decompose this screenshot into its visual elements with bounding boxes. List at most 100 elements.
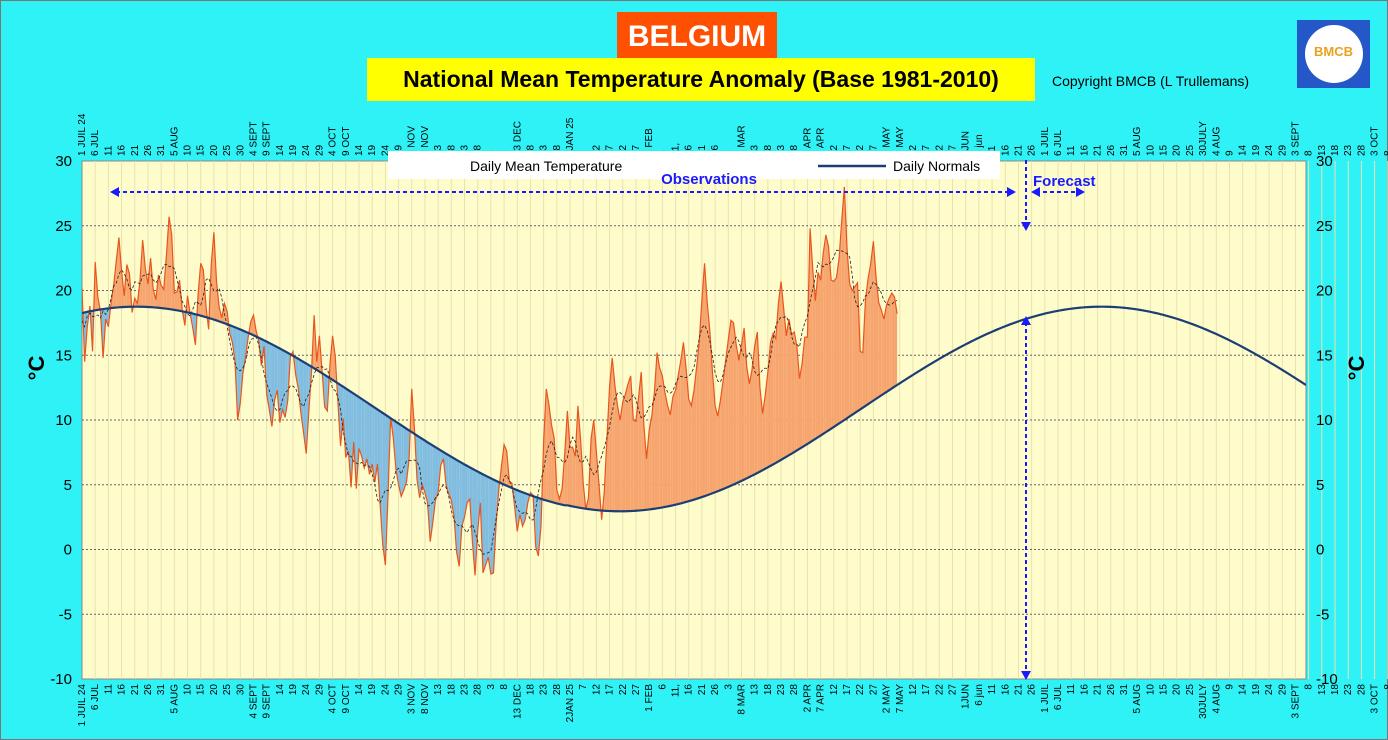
- x-tick-top: 6 JUL: [1053, 129, 1064, 156]
- anomaly-below: [461, 462, 465, 527]
- anomaly-above: [794, 331, 797, 453]
- x-tick-top: 22: [618, 144, 629, 156]
- anomaly-above: [738, 344, 742, 483]
- anomaly-above: [546, 388, 549, 502]
- anomaly-below: [372, 405, 375, 483]
- x-tick-bottom: 22: [618, 684, 629, 696]
- x-tick-bottom: 17: [605, 684, 616, 696]
- y-tick-left: 15: [55, 347, 72, 364]
- x-tick-bottom: 20: [1172, 684, 1183, 696]
- x-tick-bottom: 25: [1185, 684, 1196, 696]
- x-tick-top: 21: [1013, 144, 1024, 156]
- anomaly-above: [810, 228, 813, 443]
- x-tick-bottom: 13: [1317, 684, 1328, 696]
- x-tick-bottom: 26: [1027, 684, 1038, 696]
- x-tick-top: 11: [1066, 145, 1077, 156]
- anomaly-above: [672, 390, 676, 506]
- x-tick-bottom: 13: [750, 684, 761, 696]
- anomaly-above: [733, 322, 737, 485]
- y-tick-left: 30: [55, 153, 72, 170]
- x-tick-top: 30JULY: [1198, 121, 1209, 156]
- x-tick-bottom: 9: [1225, 684, 1236, 690]
- anomaly-above: [614, 385, 618, 512]
- anomaly-above: [720, 381, 724, 491]
- anomaly-below: [266, 341, 270, 410]
- y-tick-right: 0: [1316, 542, 1324, 559]
- x-tick-top: 3 NOV: [407, 126, 418, 156]
- x-tick-top: 12: [591, 144, 602, 156]
- anomaly-above: [606, 386, 610, 512]
- anomaly-below: [374, 407, 378, 483]
- x-tick-bottom: 2 MAY: [882, 684, 893, 714]
- anomaly-above: [625, 383, 629, 512]
- x-tick-top: 25: [1185, 144, 1196, 156]
- anomaly-above: [728, 320, 731, 487]
- anomaly-above: [825, 234, 829, 433]
- x-tick-top: 5 AUG: [1132, 126, 1143, 156]
- x-tick-bottom: 10: [183, 684, 194, 696]
- x-tick-bottom: 24: [380, 684, 391, 696]
- anomaly-above: [142, 239, 146, 307]
- x-tick-top: 7 APR: [816, 128, 827, 156]
- anomaly-above: [799, 363, 803, 449]
- x-tick-bottom: 30JULY: [1198, 684, 1209, 719]
- x-tick-bottom: 18: [1330, 684, 1341, 696]
- anomaly-below: [427, 442, 431, 542]
- x-tick-bottom: 14: [1238, 684, 1249, 696]
- x-tick-top: 15: [1159, 144, 1170, 156]
- anomaly-above: [820, 252, 824, 436]
- anomaly-above: [773, 333, 776, 465]
- x-tick-top: 1 FEB: [644, 128, 655, 156]
- x-tick-top: 19: [1251, 144, 1262, 156]
- legend-box: [388, 151, 1000, 179]
- anomaly-above: [741, 328, 745, 481]
- x-tick-bottom: 25: [222, 684, 233, 696]
- anomaly-below: [522, 492, 526, 527]
- x-tick-bottom: 23: [539, 684, 550, 696]
- anomaly-above: [847, 247, 850, 419]
- x-tick-top: 1JUN: [961, 131, 972, 156]
- anomaly-below: [406, 428, 410, 483]
- y-axis-label-right: °C: [1344, 356, 1369, 381]
- x-tick-bottom: 23: [1343, 684, 1354, 696]
- x-tick-top: 17: [605, 144, 616, 156]
- x-tick-bottom: 16: [684, 684, 695, 696]
- x-tick-bottom: 1JUN: [961, 684, 972, 709]
- anomaly-above: [770, 333, 774, 466]
- x-tick-bottom: 17: [842, 684, 853, 696]
- x-tick-top: 29: [1277, 144, 1288, 156]
- x-tick-top: 2JAN 25: [565, 117, 576, 156]
- x-tick-bottom: 26: [710, 684, 721, 696]
- anomaly-above: [873, 241, 877, 401]
- anomaly-above: [641, 372, 644, 511]
- x-tick-bottom: 21: [697, 684, 708, 696]
- anomaly-below: [324, 374, 328, 411]
- anomaly-above: [786, 318, 789, 457]
- forecast-arrow-head-right: [1076, 187, 1085, 197]
- anomaly-above: [620, 401, 623, 512]
- x-tick-bottom: 7 MAY: [895, 684, 906, 714]
- anomaly-above: [778, 281, 782, 462]
- anomaly-below: [401, 425, 404, 497]
- x-tick-bottom: 13 DEC: [512, 684, 523, 719]
- x-tick-bottom: 15: [1159, 684, 1170, 696]
- anomaly-above: [680, 342, 684, 504]
- anomaly-below: [105, 308, 109, 327]
- x-tick-top: 11: [103, 145, 114, 156]
- x-tick-bottom: 29: [394, 684, 405, 696]
- x-tick-bottom: 26: [1106, 684, 1117, 696]
- observations-label: Observations: [661, 171, 757, 188]
- x-tick-top: 2 MAY: [882, 126, 893, 156]
- x-tick-bottom: 20: [209, 684, 220, 696]
- anomaly-above: [868, 263, 871, 405]
- x-tick-bottom: 1 JUIL 24: [77, 684, 88, 727]
- x-tick-top: 8 MAR: [736, 125, 747, 156]
- anomaly-above: [211, 232, 214, 320]
- anomaly-below: [385, 414, 388, 566]
- x-tick-top: 18: [1330, 144, 1341, 156]
- x-tick-bottom: 11,: [671, 684, 682, 697]
- anomaly-below: [475, 470, 478, 576]
- x-tick-top: 26: [710, 144, 721, 156]
- anomaly-above: [815, 272, 818, 439]
- x-tick-top: 11,: [671, 143, 682, 156]
